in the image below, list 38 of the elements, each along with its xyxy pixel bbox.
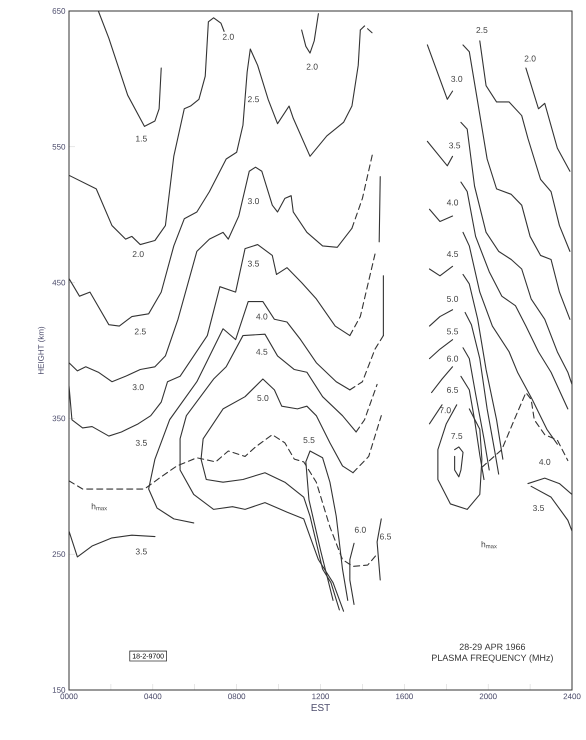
annotation: 3.5 [532, 505, 544, 512]
annotation: h$_{max}$ [482, 541, 497, 548]
annotation: 7.0 [440, 407, 451, 414]
annotation: 5.5 [303, 437, 315, 444]
annotation: 5.0 [257, 395, 268, 402]
annotation: 4.0 [446, 199, 458, 206]
annotation: 6.5 [447, 386, 458, 393]
annotation: 4.0 [539, 458, 550, 465]
text: PLASMA FREQUENCY (MHz) [432, 654, 553, 663]
annotation: 3.5 [136, 440, 147, 446]
annotation: 3.5 [248, 260, 259, 267]
line-series [301, 13, 319, 54]
annotation: 3.0 [132, 384, 144, 390]
annotation: 5.0 [447, 296, 458, 302]
annotation: 5.5 [447, 328, 458, 334]
annotation: 2.0 [306, 64, 318, 70]
text: 28-29 APR 1966 [460, 644, 526, 650]
annotation: 3.5 [449, 142, 460, 148]
annotation: 2.0 [524, 56, 536, 62]
annotation: 4.5 [446, 251, 458, 258]
annotation: h$_{max}$ [92, 503, 108, 510]
annotation: 6.0 [354, 526, 366, 533]
annotation: 7.5 [451, 433, 462, 439]
annotation: 3.0 [248, 198, 259, 204]
annotation: 3.0 [451, 76, 462, 82]
annotation: 2.0 [222, 34, 234, 40]
x-axis-title: EST [312, 704, 330, 712]
annotation: 1.5 [136, 136, 147, 142]
annotation: 6.5 [380, 534, 392, 540]
annotation: 2.5 [134, 328, 146, 334]
annotation: 4.5 [256, 348, 268, 355]
line-series [454, 446, 464, 478]
annotation: 4.0 [256, 314, 268, 320]
annotation: 2.5 [476, 27, 488, 33]
annotation: 2.0 [132, 251, 144, 258]
annotation: 2.5 [248, 96, 259, 102]
annotation: 3.5 [136, 548, 147, 554]
annotation: 6.0 [447, 356, 458, 362]
